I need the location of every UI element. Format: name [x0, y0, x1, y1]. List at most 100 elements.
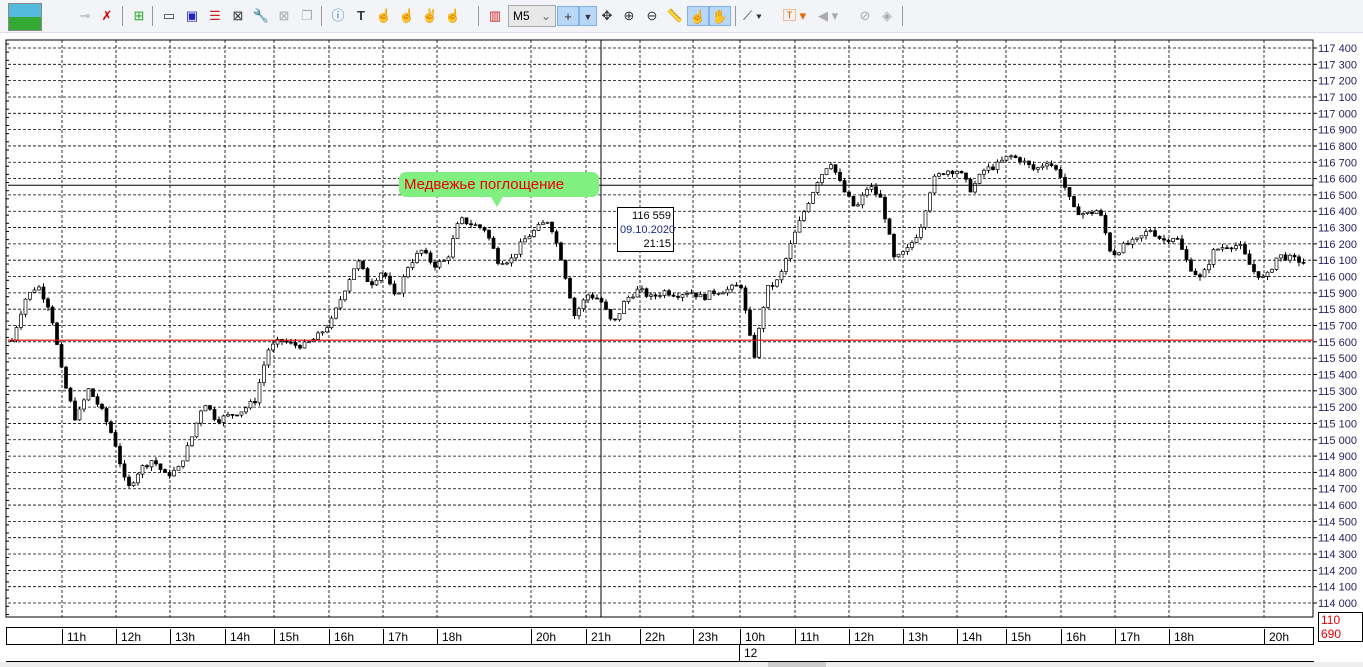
- add-chart-icon[interactable]: ⊞: [133, 8, 145, 23]
- app-logo-icon[interactable]: [8, 3, 42, 31]
- crosshair-icon[interactable]: +: [557, 6, 579, 26]
- y-tick-label: 114 300: [1318, 549, 1357, 561]
- y-tick-label: 116 600: [1318, 174, 1357, 186]
- chart-properties-icon[interactable]: 🔧: [252, 8, 270, 23]
- candle: [446, 256, 451, 261]
- y-tick-label: 117 300: [1318, 59, 1357, 71]
- x-tick-label: 21h: [586, 629, 611, 645]
- alert-icon[interactable]: ⓘ: [331, 8, 345, 23]
- candle: [635, 288, 640, 298]
- candle: [482, 227, 487, 231]
- bar-chart-icon[interactable]: ▥: [488, 8, 502, 23]
- x-tick-label: 16h: [1061, 629, 1086, 645]
- y-tick-label: 115 600: [1318, 337, 1357, 349]
- candle: [145, 465, 149, 468]
- sound-icon[interactable]: ◀ ▾: [818, 8, 839, 23]
- key-delete-icon[interactable]: ✗: [101, 8, 113, 23]
- candle: [320, 331, 325, 334]
- candle: [221, 415, 226, 423]
- candle: [127, 476, 131, 486]
- finger-icon[interactable]: ☝: [687, 6, 709, 26]
- close-chart-icon[interactable]: ⊠: [278, 8, 290, 23]
- move-icon[interactable]: ✥: [601, 8, 613, 23]
- candle: [1103, 214, 1108, 234]
- candle: [946, 170, 950, 175]
- candle: [901, 251, 905, 255]
- candle: [676, 295, 680, 298]
- x-tick-label: 13h: [903, 629, 928, 645]
- candle: [1058, 168, 1063, 178]
- x-tick-label: 11h: [62, 629, 86, 645]
- candle: [788, 243, 793, 259]
- chart-list-icon[interactable]: ☰: [209, 8, 221, 23]
- candle: [977, 173, 982, 184]
- candle: [1184, 249, 1189, 261]
- candle: [230, 414, 235, 416]
- ruler-icon[interactable]: 📏: [666, 8, 684, 23]
- candle: [604, 301, 608, 310]
- y-tick-label: 114 700: [1318, 484, 1357, 496]
- chart-copy-icon[interactable]: ❐: [301, 8, 313, 23]
- candle: [487, 229, 491, 239]
- candle: [662, 290, 667, 296]
- chart-window-icon[interactable]: ▭: [162, 8, 176, 23]
- candle: [869, 186, 874, 190]
- hand-1-icon[interactable]: ☝: [375, 8, 393, 23]
- trendline-icon[interactable]: ⟋ ▾: [743, 8, 763, 23]
- candle: [428, 252, 433, 263]
- candle: [347, 279, 352, 292]
- candle: [752, 334, 757, 358]
- candle: [181, 460, 185, 467]
- candle: [352, 268, 356, 280]
- hand-2-icon[interactable]: ☝: [398, 8, 416, 23]
- candle: [1018, 157, 1022, 163]
- hand-icon[interactable]: ✋: [709, 6, 731, 26]
- candle: [586, 294, 590, 301]
- x-tick-label: 20h: [531, 629, 556, 645]
- zoom-in-icon[interactable]: ⊕: [623, 8, 635, 23]
- crosshair-tooltip: 116 559 09.10.2020 21:15: [617, 207, 675, 252]
- candle: [455, 223, 460, 239]
- candle: [1049, 163, 1054, 166]
- candle: [64, 366, 68, 389]
- y-tick-label: 117 400: [1318, 43, 1357, 55]
- candle: [779, 271, 784, 281]
- candle: [653, 294, 658, 297]
- y-tick-label: 117 200: [1318, 76, 1357, 88]
- text-icon[interactable]: T: [357, 8, 365, 23]
- timeframe-select[interactable]: M5 ⌄: [508, 5, 556, 27]
- candle: [212, 408, 217, 420]
- candle: [1126, 242, 1130, 245]
- candle: [37, 286, 41, 291]
- candle: [1009, 155, 1013, 158]
- candle: [1144, 231, 1148, 237]
- hide-icon[interactable]: ⊘: [859, 8, 871, 23]
- candle: [1067, 187, 1072, 197]
- horizontal-scrollbar[interactable]: [0, 662, 1363, 667]
- zoom-out-icon[interactable]: ⊖: [646, 8, 658, 23]
- hand-3-icon[interactable]: ✌: [421, 8, 439, 23]
- chart-template-icon[interactable]: ⊠: [232, 8, 244, 23]
- candle: [374, 279, 379, 286]
- y-tick-label: 116 200: [1318, 239, 1357, 251]
- candle: [1229, 247, 1234, 250]
- key-icon[interactable]: ⊸: [79, 8, 91, 23]
- price-chart[interactable]: 117 400 117 300 117 200 117 100 117 000 116 9…: [0, 33, 1363, 627]
- candle: [284, 340, 289, 343]
- x-tick-label: 17h: [383, 629, 408, 645]
- candle: [694, 292, 698, 298]
- candle: [892, 233, 896, 258]
- x-tick-label: 16h: [329, 629, 354, 645]
- hand-4-icon[interactable]: ☝: [444, 8, 462, 23]
- chart-window-2-icon[interactable]: ▣: [185, 8, 199, 23]
- crosshair-dropdown-icon[interactable]: ▼: [579, 6, 597, 26]
- candle: [469, 223, 473, 226]
- y-tick-label: 116 800: [1318, 141, 1357, 153]
- current-price-label: 110 690: [1318, 612, 1363, 642]
- candle: [1297, 256, 1301, 263]
- pattern-annotation[interactable]: Медвежье поглощение: [399, 172, 599, 207]
- text-label-icon[interactable]: 🅃 ▾: [783, 8, 807, 23]
- candle: [703, 293, 707, 300]
- layers-icon[interactable]: ◈: [882, 8, 892, 23]
- candle: [986, 166, 991, 171]
